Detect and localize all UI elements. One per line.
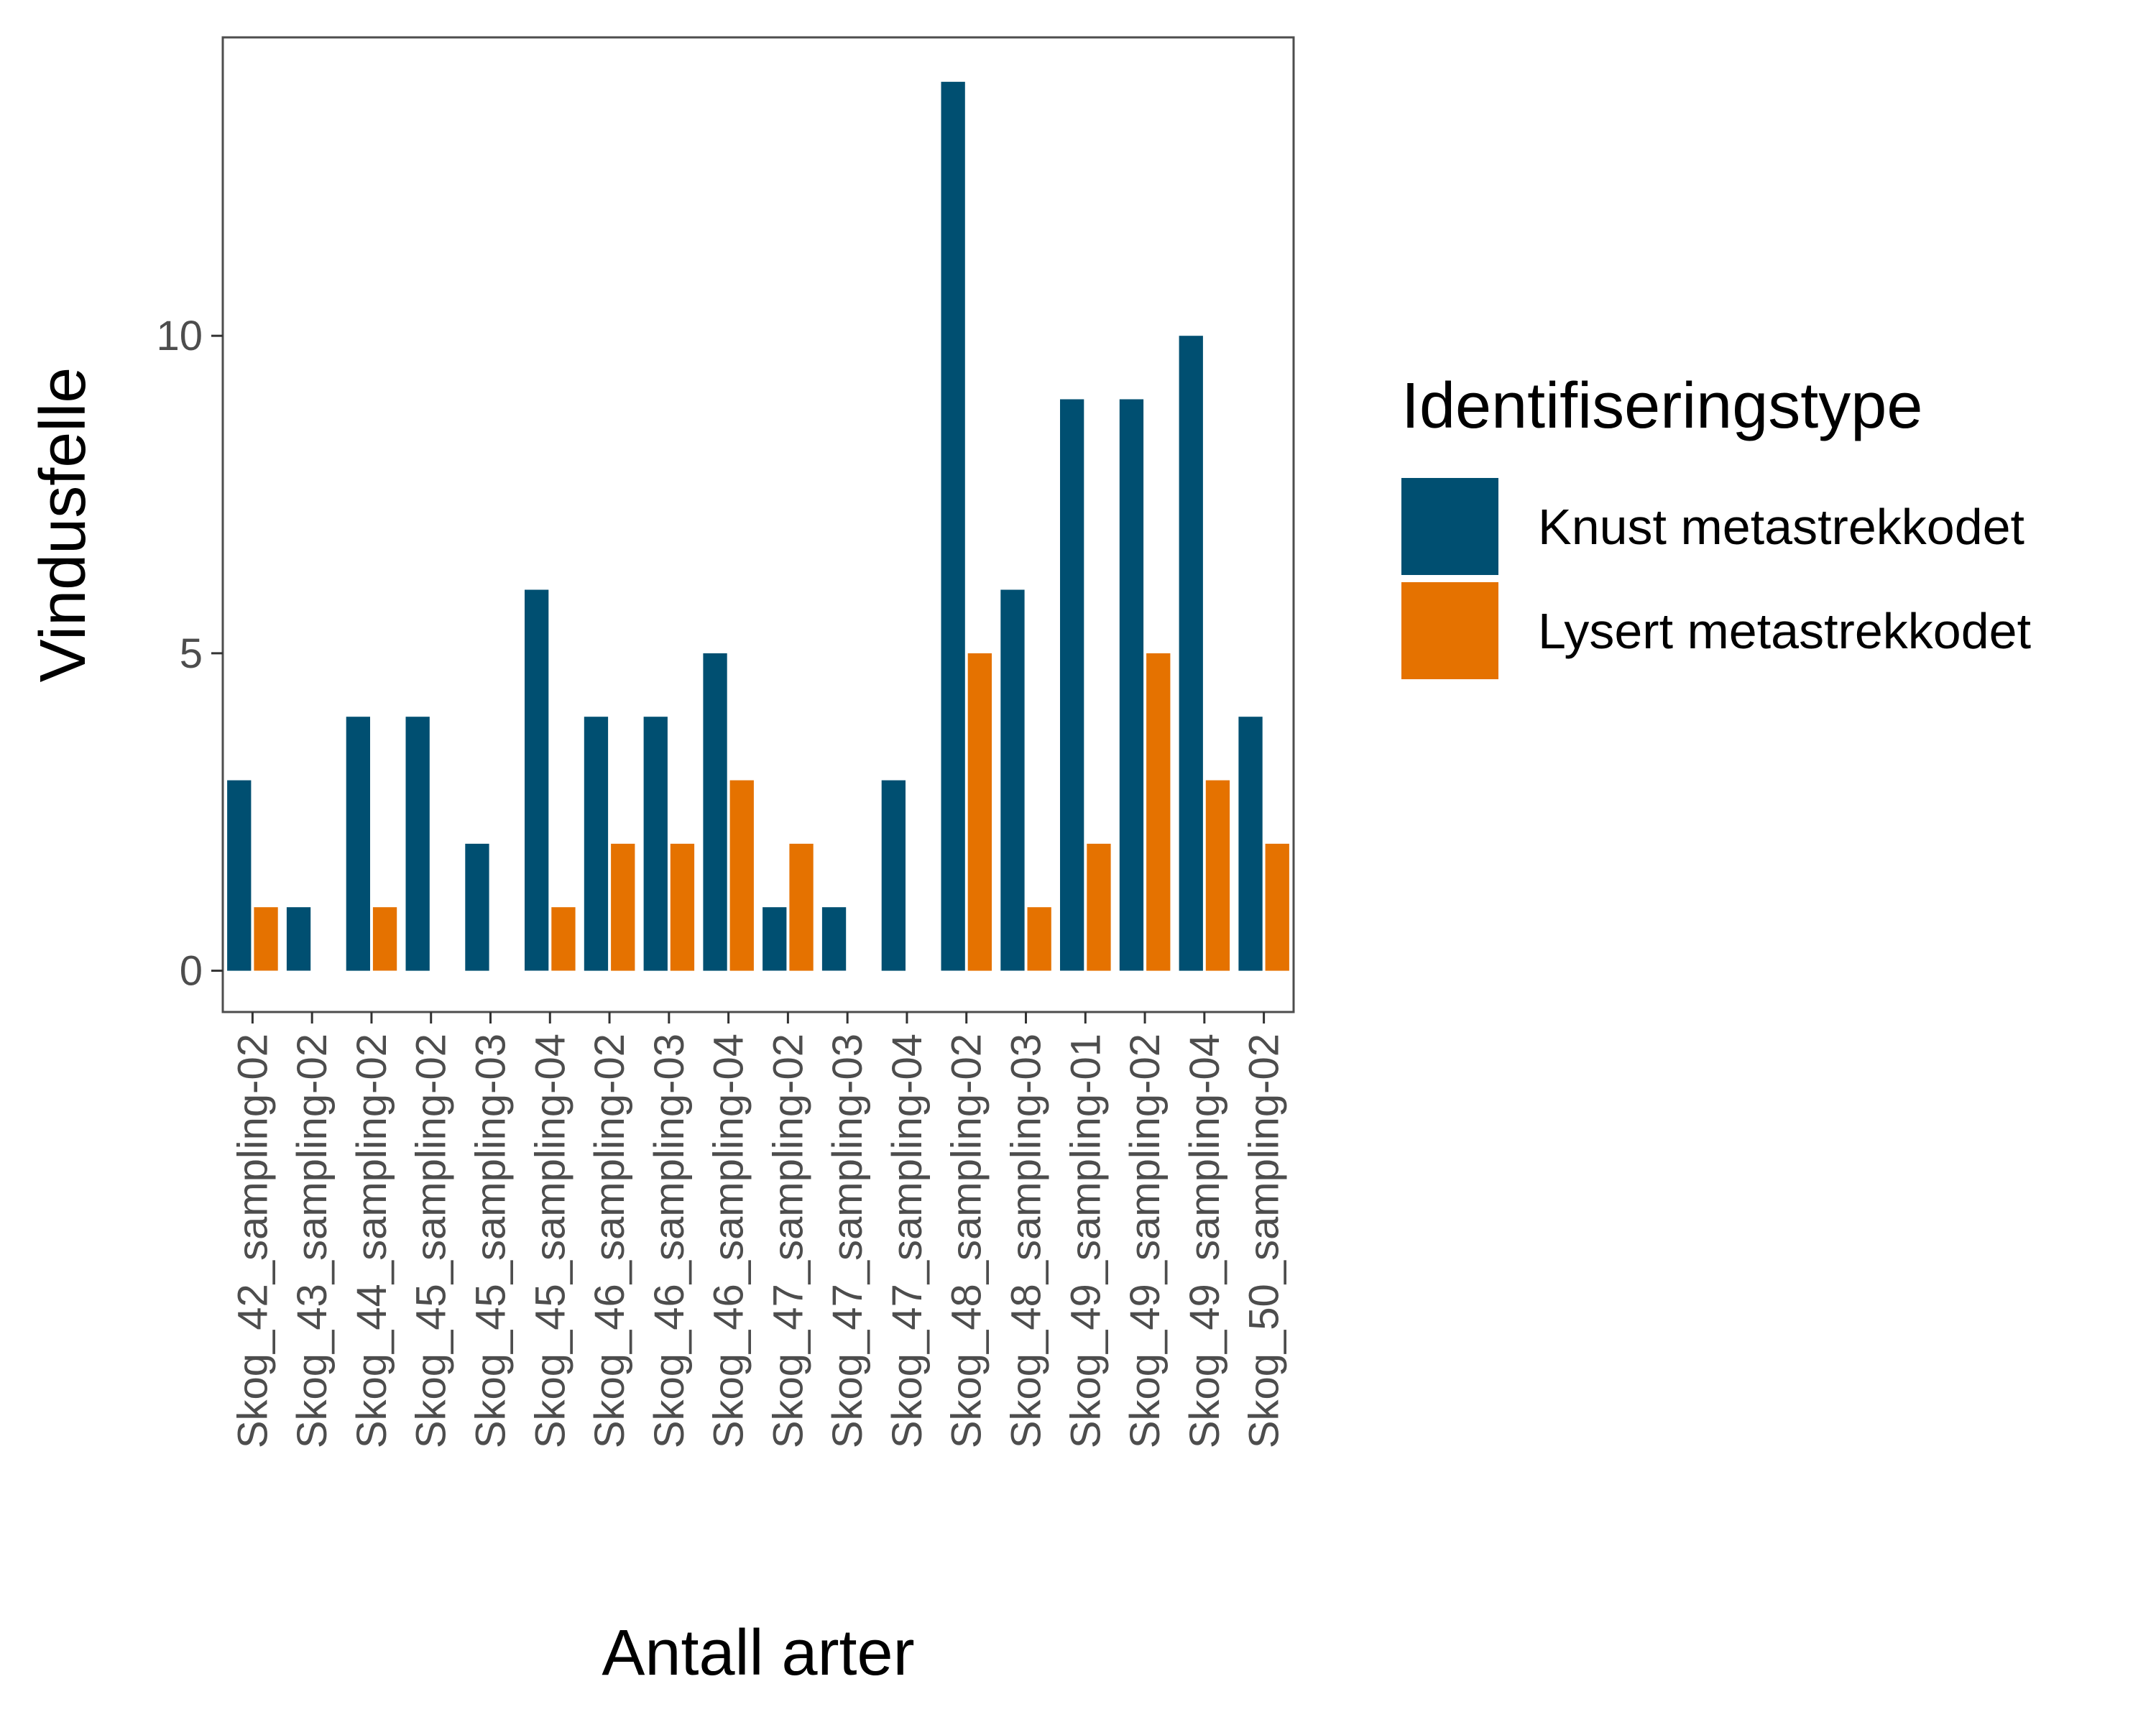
bar-lysert-6 (551, 907, 576, 971)
bar-lysert-1 (254, 907, 278, 971)
legend-label-lysert: Lysert metastrekkodet (1538, 603, 2031, 659)
x-tick-label: Skog_46_sampling-03 (646, 1034, 693, 1448)
x-tick-label: Skog_45_sampling-03 (468, 1034, 515, 1448)
x-tick-label: Skog_47_sampling-04 (884, 1034, 931, 1448)
y-tick-label: 5 (180, 630, 203, 677)
legend-title: Identifiseringstype (1401, 370, 1922, 442)
y-axis: 0 5 10 (156, 313, 223, 995)
bar-knust-16 (1119, 399, 1144, 971)
x-axis-title: Antall arter (602, 1617, 914, 1689)
x-tick-label: Skog_49_sampling-02 (1122, 1034, 1169, 1448)
x-axis: Skog_42_sampling-02 Skog_43_sampling-02 Sk… (229, 1012, 1288, 1448)
bar-knust-15 (1060, 399, 1084, 971)
bar-lysert-3 (372, 907, 397, 971)
bar-knust-4 (405, 717, 430, 971)
bar-knust-18 (1238, 717, 1263, 971)
bar-knust-17 (1179, 336, 1203, 971)
bar-knust-14 (1000, 589, 1025, 971)
bar-lysert-16 (1146, 653, 1171, 971)
bar-lysert-10 (789, 843, 814, 971)
bar-knust-12 (881, 780, 906, 971)
x-tick-label: Skog_46_sampling-02 (586, 1034, 633, 1448)
bar-knust-7 (584, 717, 609, 971)
x-tick-label: Skog_47_sampling-02 (765, 1034, 811, 1448)
legend: Identifiseringstype Knust metastrekkodet… (1401, 370, 2031, 679)
bar-knust-8 (643, 717, 668, 971)
bar-knust-5 (465, 843, 489, 971)
bar-knust-6 (525, 589, 549, 971)
bars-layer (227, 81, 1289, 971)
bar-knust-1 (227, 780, 252, 971)
bar-knust-3 (346, 717, 370, 971)
x-tick-label: Skog_43_sampling-02 (289, 1034, 336, 1448)
x-tick-label: Skog_45_sampling-04 (527, 1034, 573, 1448)
panel-border (221, 36, 1295, 1013)
y-axis-title: Vindusfelle (27, 367, 99, 683)
x-tick-label: Skog_42_sampling-02 (229, 1034, 276, 1448)
bar-lysert-14 (1027, 907, 1051, 971)
bar-lysert-7 (611, 843, 635, 971)
x-tick-label: Skog_47_sampling-03 (824, 1034, 871, 1448)
bar-knust-9 (703, 653, 727, 971)
x-tick-label: Skog_48_sampling-03 (1003, 1034, 1050, 1448)
x-tick-label: Skog_44_sampling-02 (349, 1034, 395, 1448)
legend-label-knust: Knust metastrekkodet (1538, 499, 2024, 555)
bar-knust-10 (763, 907, 787, 971)
bar-knust-13 (941, 81, 965, 971)
bar-lysert-8 (670, 843, 695, 971)
x-tick-label: Skog_49_sampling-01 (1062, 1034, 1109, 1448)
bar-lysert-17 (1205, 780, 1230, 971)
x-tick-label: Skog_49_sampling-04 (1181, 1034, 1228, 1448)
bar-lysert-18 (1265, 843, 1289, 971)
x-tick-label: Skog_45_sampling-02 (408, 1034, 455, 1448)
legend-key-knust (1401, 478, 1498, 575)
y-tick-label: 10 (156, 313, 203, 359)
y-tick-label: 0 (180, 948, 203, 995)
bar-knust-2 (286, 907, 311, 971)
legend-key-lysert (1401, 582, 1498, 679)
bar-lysert-13 (967, 653, 992, 971)
x-tick-label: Skog_46_sampling-04 (706, 1034, 752, 1448)
bar-lysert-15 (1087, 843, 1111, 971)
x-tick-label: Skog_48_sampling-02 (944, 1034, 990, 1448)
bar-lysert-9 (729, 780, 754, 971)
x-tick-label: Skog_50_sampling-02 (1241, 1034, 1288, 1448)
bar-knust-11 (821, 907, 847, 971)
